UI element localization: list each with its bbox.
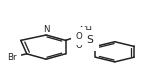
- Text: N: N: [43, 25, 49, 34]
- Text: NH: NH: [79, 26, 92, 35]
- Text: Br: Br: [7, 53, 16, 62]
- Text: O: O: [75, 32, 82, 41]
- Text: O: O: [75, 41, 82, 50]
- Text: S: S: [87, 35, 94, 45]
